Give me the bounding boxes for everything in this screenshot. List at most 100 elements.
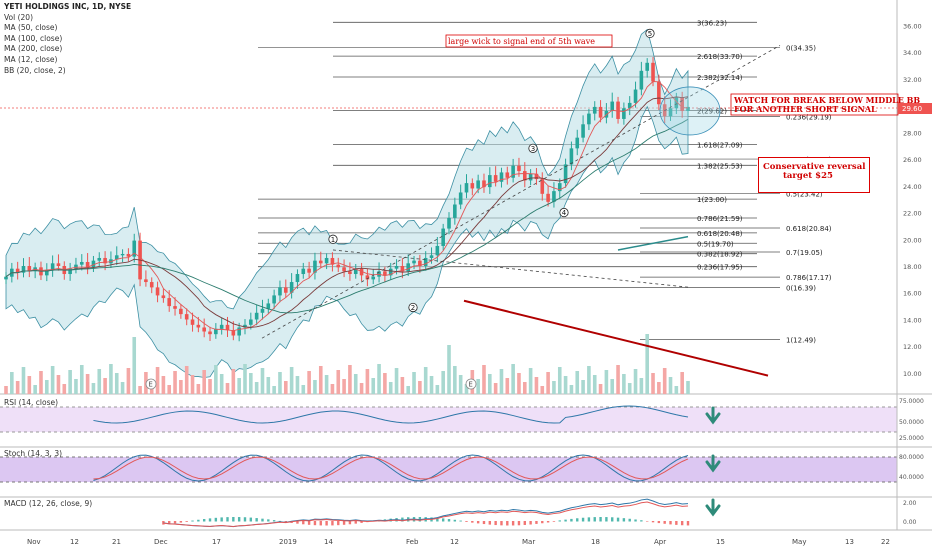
- candle-body: [336, 264, 341, 268]
- candle-body: [318, 260, 323, 264]
- volume-bar: [493, 383, 498, 394]
- candle-body: [225, 324, 230, 331]
- stoch-d-line: [93, 456, 689, 480]
- candle-body: [179, 308, 183, 315]
- macd-histogram-bar: [337, 521, 340, 526]
- time-tick: 21: [112, 538, 121, 546]
- symbol-title[interactable]: YETI HOLDINGS INC, 1D, NYSE: [4, 2, 132, 11]
- indicator-ma100[interactable]: MA (100, close): [4, 33, 63, 43]
- volume-bar: [581, 380, 585, 394]
- macd-histogram-bar: [576, 518, 579, 522]
- candle-body: [167, 298, 172, 307]
- candle-body: [674, 97, 679, 109]
- volume-bar: [10, 372, 14, 394]
- volume-bar: [155, 367, 160, 394]
- fib-label: 0.786(21.59): [697, 215, 743, 223]
- candle-body: [359, 268, 364, 276]
- wave-label: 1: [331, 236, 335, 244]
- candle-body: [587, 113, 591, 125]
- bb-annotation-line2[interactable]: FOR ANOTHER SHORT SIGNAL: [734, 104, 877, 114]
- ma100-line: [5, 118, 689, 314]
- macd-histogram-bar: [651, 521, 655, 523]
- indicator-ma50[interactable]: MA (50, close): [4, 23, 58, 33]
- fib-label: 0.382(18.92): [697, 251, 743, 259]
- reversal-target-box[interactable]: [758, 157, 870, 193]
- candle-body: [231, 330, 236, 336]
- candle-body: [505, 172, 510, 178]
- fib-label-right: 0.786(17.17): [786, 274, 832, 282]
- stoch-tick: 80.0000: [899, 454, 924, 461]
- volume-bar: [45, 380, 49, 394]
- macd-label[interactable]: MACD (12, 26, close, 9): [4, 499, 93, 508]
- wave-marker: [559, 207, 569, 218]
- fib-label: 2(29.62): [697, 108, 727, 116]
- volume-bar: [563, 376, 568, 394]
- time-tick: 12: [70, 538, 79, 546]
- volume-bar: [557, 367, 562, 394]
- candle-body: [633, 89, 638, 103]
- volume-divergence-line: [463, 299, 769, 377]
- candle-body: [435, 245, 440, 256]
- wave-marker: [408, 302, 418, 313]
- candle-body: [155, 287, 160, 296]
- candle-body: [388, 268, 393, 276]
- wick-annotation[interactable]: large wick to signal end of 5th wave: [448, 37, 595, 46]
- stoch-label[interactable]: Stoch (14, 3, 3): [4, 449, 63, 458]
- macd-histogram-bar: [453, 519, 457, 522]
- candle-body: [627, 102, 632, 109]
- candle-body: [470, 183, 475, 189]
- macd-histogram-bar: [272, 520, 276, 522]
- volume-bar: [68, 370, 72, 394]
- volume-bar: [254, 382, 259, 394]
- candle-body: [144, 279, 148, 283]
- volume-bar: [406, 386, 411, 394]
- candle-body: [85, 261, 90, 268]
- indicator-legend: YETI HOLDINGS INC, 1D, NYSE Vol (20) MA …: [4, 2, 131, 76]
- candle-body: [307, 268, 311, 273]
- macd-histogram-bar: [686, 521, 690, 526]
- bb-annotation-line1[interactable]: WATCH FOR BREAK BELOW MIDDLE BB: [734, 95, 921, 105]
- volume-bar: [103, 378, 107, 394]
- indicator-ma200[interactable]: MA (200, close): [4, 44, 63, 54]
- volume-bar: [476, 379, 480, 394]
- candle-body: [283, 287, 288, 293]
- wave-label: 3: [531, 145, 535, 153]
- earnings-event-label: E: [148, 381, 152, 389]
- volume-bar: [318, 366, 323, 394]
- candle-body: [447, 217, 451, 229]
- volume-bar: [120, 382, 125, 394]
- time-tick: 12: [450, 538, 459, 546]
- macd-histogram-bar: [599, 517, 602, 522]
- volume-bar: [546, 372, 550, 394]
- volume-bar: [651, 373, 655, 394]
- volume-bar: [219, 374, 224, 394]
- candle-body: [406, 263, 411, 272]
- rsi-label[interactable]: RSI (14, close): [4, 398, 59, 407]
- candle-body: [190, 319, 195, 325]
- macd-tick: 2.00: [903, 500, 917, 507]
- volume-bar: [249, 373, 253, 394]
- indicator-ma12[interactable]: MA (12, close): [4, 54, 58, 64]
- candle-body: [423, 257, 428, 266]
- rsi-tick: 50.0000: [899, 419, 924, 426]
- candle-body: [511, 165, 515, 178]
- fib-label: 0.236(17.95): [697, 264, 743, 272]
- volume-bar: [633, 369, 638, 394]
- macd-histogram-bar: [179, 521, 183, 523]
- macd-tick: 0.00: [903, 519, 917, 526]
- macd-histogram-bar: [511, 521, 515, 526]
- macd-histogram-bar: [482, 521, 486, 525]
- indicator-bb[interactable]: BB (20, close, 2): [4, 65, 66, 75]
- volume-bar: [569, 385, 574, 394]
- volume-bar: [488, 374, 492, 394]
- volume-bar: [109, 364, 113, 394]
- macd-histogram-bar: [523, 521, 526, 525]
- candle-body: [668, 108, 673, 117]
- indicator-vol[interactable]: Vol (20): [4, 12, 34, 22]
- candle-body: [598, 106, 603, 118]
- candle-body: [680, 97, 684, 111]
- candle-body: [383, 271, 387, 276]
- volume-bar: [278, 372, 282, 394]
- volume-bar: [464, 384, 469, 394]
